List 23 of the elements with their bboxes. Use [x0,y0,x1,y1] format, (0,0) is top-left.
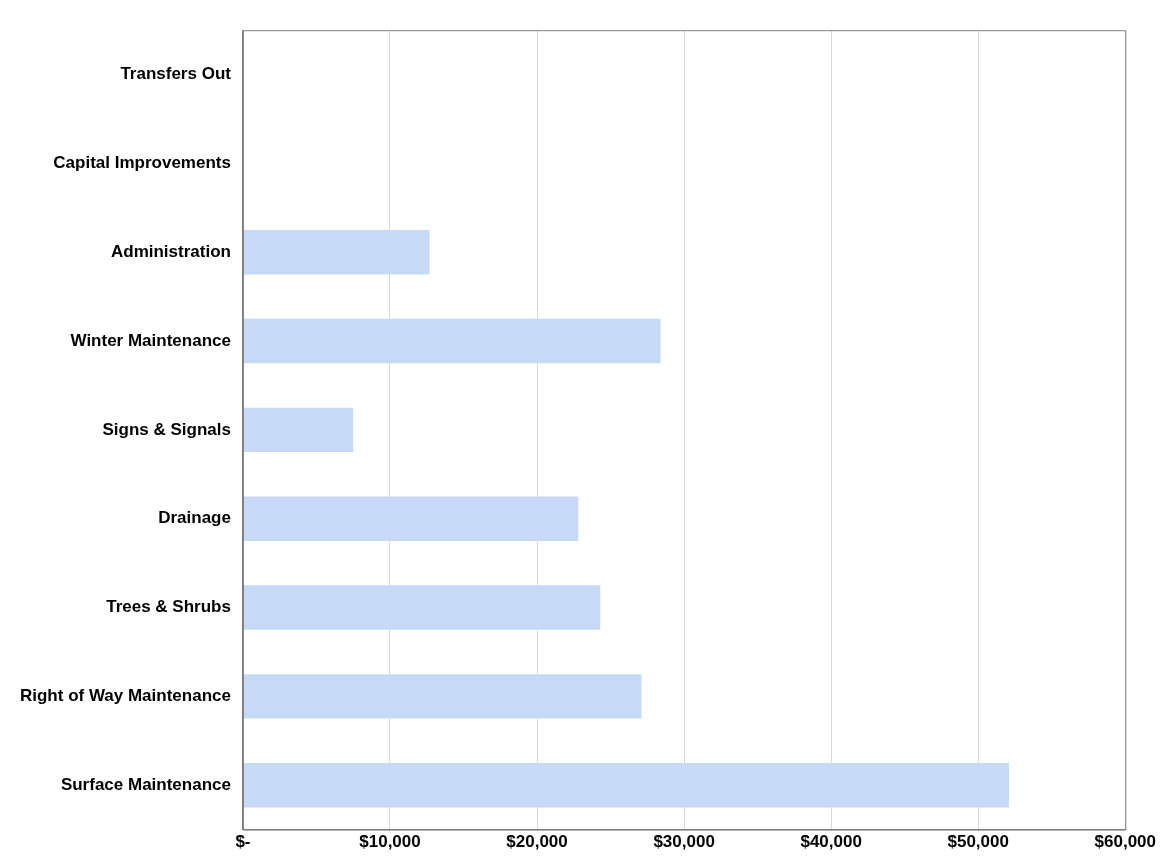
x-tick-label: $- [235,832,251,852]
y-tick-label: Capital Improvements [53,153,231,173]
y-tick-label: Right of Way Maintenance [19,686,231,706]
y-tick-label: Winter Maintenance [70,330,231,350]
y-tick-label: Trees & Shrubs [106,597,231,617]
x-tick-label: $20,000 [506,832,568,852]
x-tick-label: $60,000 [1094,832,1156,852]
x-tick-label: $10,000 [359,832,421,852]
x-tick-label: $40,000 [800,832,862,852]
bar [243,318,661,364]
x-tick-label: $50,000 [947,832,1009,852]
x-tick-label: $30,000 [653,832,715,852]
bar [243,585,601,630]
y-tick-label: Signs & Signals [102,419,231,439]
y-tick-label: Administration [110,241,231,261]
y-tick-label: Surface Maintenance [60,774,231,794]
y-tick-label: Drainage [158,508,231,528]
bar [243,762,1010,808]
bar [243,496,579,541]
bar [243,674,642,719]
bar [243,230,430,275]
bar [243,407,354,453]
y-tick-label: Transfers Out [120,64,232,84]
